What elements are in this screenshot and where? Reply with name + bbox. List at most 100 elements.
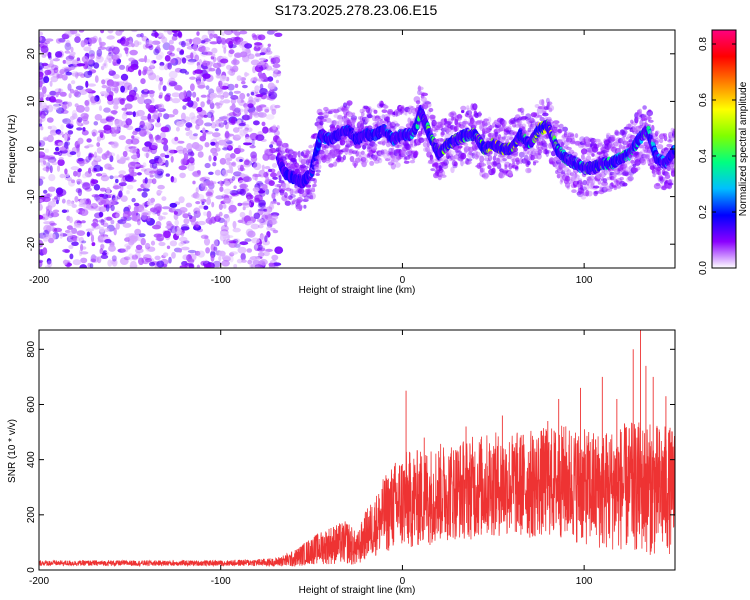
noise-blob: [257, 252, 265, 257]
noise-blob: [257, 208, 267, 212]
noise-blob: [141, 146, 151, 152]
noise-blob: [185, 102, 193, 107]
noise-blob: [91, 129, 98, 137]
noise-blob: [194, 250, 201, 256]
noise-blob: [221, 260, 230, 267]
noise-blob: [226, 133, 235, 137]
noise-blob: [222, 91, 229, 99]
noise-blob: [151, 114, 159, 120]
ridge-halo: [502, 158, 508, 162]
noise-blob: [62, 118, 72, 125]
ridge-halo: [622, 182, 628, 187]
noise-blob: [105, 85, 114, 90]
noise-blob: [151, 178, 157, 185]
noise-blob: [118, 170, 126, 175]
noise-blob: [118, 190, 123, 198]
noise-blob: [238, 122, 246, 127]
noise-blob: [240, 252, 246, 261]
ridge-halo: [614, 131, 621, 137]
noise-blob: [39, 123, 43, 127]
noise-blob: [206, 197, 212, 206]
noise-blob: [257, 203, 266, 209]
noise-blob: [175, 126, 180, 132]
noise-blob: [88, 37, 97, 44]
noise-blob: [39, 203, 43, 211]
noise-blob: [42, 234, 51, 240]
noise-blob: [251, 237, 260, 244]
noise-blob: [111, 132, 117, 137]
ridge-halo: [377, 115, 382, 120]
noise-blob: [219, 80, 223, 89]
noise-blob: [242, 200, 252, 208]
ridge-halo: [547, 101, 553, 106]
noise-blob: [67, 124, 74, 129]
ridge-halo: [391, 126, 397, 130]
noise-blob: [90, 258, 97, 263]
ridge-halo: [447, 150, 455, 156]
noise-blob: [221, 169, 228, 176]
ridge-halo: [482, 172, 490, 179]
noise-blob: [167, 30, 173, 35]
noise-blob: [187, 249, 197, 254]
noise-blob: [195, 187, 199, 194]
ridge-halo: [491, 167, 496, 174]
noise-blob: [253, 120, 260, 126]
noise-blob: [239, 164, 244, 172]
ridge-halo: [597, 180, 602, 185]
noise-blob: [93, 184, 101, 191]
ridge-halo: [457, 145, 463, 149]
noise-blob: [267, 82, 275, 90]
noise-blob: [39, 232, 47, 239]
noise-blob: [239, 241, 249, 246]
noise-blob: [156, 210, 161, 217]
noise-blob: [124, 145, 132, 152]
noise-blob: [232, 36, 241, 45]
noise-blob: [112, 126, 121, 134]
noise-blob: [273, 57, 281, 64]
noise-blob: [271, 200, 278, 205]
ridge-halo: [611, 134, 616, 142]
noise-blob: [178, 236, 188, 242]
ridge-halo: [377, 157, 383, 164]
noise-blob: [105, 204, 110, 212]
noise-blob: [127, 205, 132, 210]
noise-blob: [188, 134, 198, 140]
ridge-halo: [467, 158, 473, 162]
noise-blob: [232, 134, 241, 141]
noise-blob: [58, 38, 66, 43]
noise-blob: [205, 217, 213, 224]
ridge-halo: [479, 167, 485, 173]
noise-blob: [239, 211, 246, 218]
noise-blob: [138, 233, 146, 238]
ridge-halo: [415, 151, 419, 156]
noise-blob: [203, 259, 209, 265]
noise-blob: [145, 183, 151, 188]
noise-blob: [259, 52, 266, 56]
noise-blob: [68, 244, 74, 250]
noise-blob: [103, 107, 111, 113]
ridge-halo: [488, 150, 493, 155]
noise-blob: [181, 40, 186, 48]
noise-blob: [173, 211, 178, 215]
noise-blob: [269, 147, 277, 154]
noise-blob: [179, 172, 186, 179]
noise-blob: [219, 100, 224, 106]
noise-blob: [197, 250, 205, 258]
noise-blob: [44, 265, 51, 268]
ridge-halo: [352, 118, 356, 124]
noise-blob: [195, 201, 201, 205]
ridge-halo: [323, 115, 329, 119]
noise-blob: [131, 254, 139, 260]
noise-blob: [147, 246, 156, 252]
noise-blob: [197, 171, 201, 176]
noise-blob: [147, 198, 151, 205]
noise-blob: [126, 184, 134, 190]
noise-blob: [154, 31, 159, 38]
noise-blob: [103, 128, 112, 134]
noise-blob: [268, 180, 275, 187]
figure-title: S173.2025.278.23.06.E15: [275, 2, 438, 18]
noise-blob: [259, 233, 264, 240]
noise-blob: [183, 90, 187, 97]
noise-blob: [134, 163, 141, 167]
